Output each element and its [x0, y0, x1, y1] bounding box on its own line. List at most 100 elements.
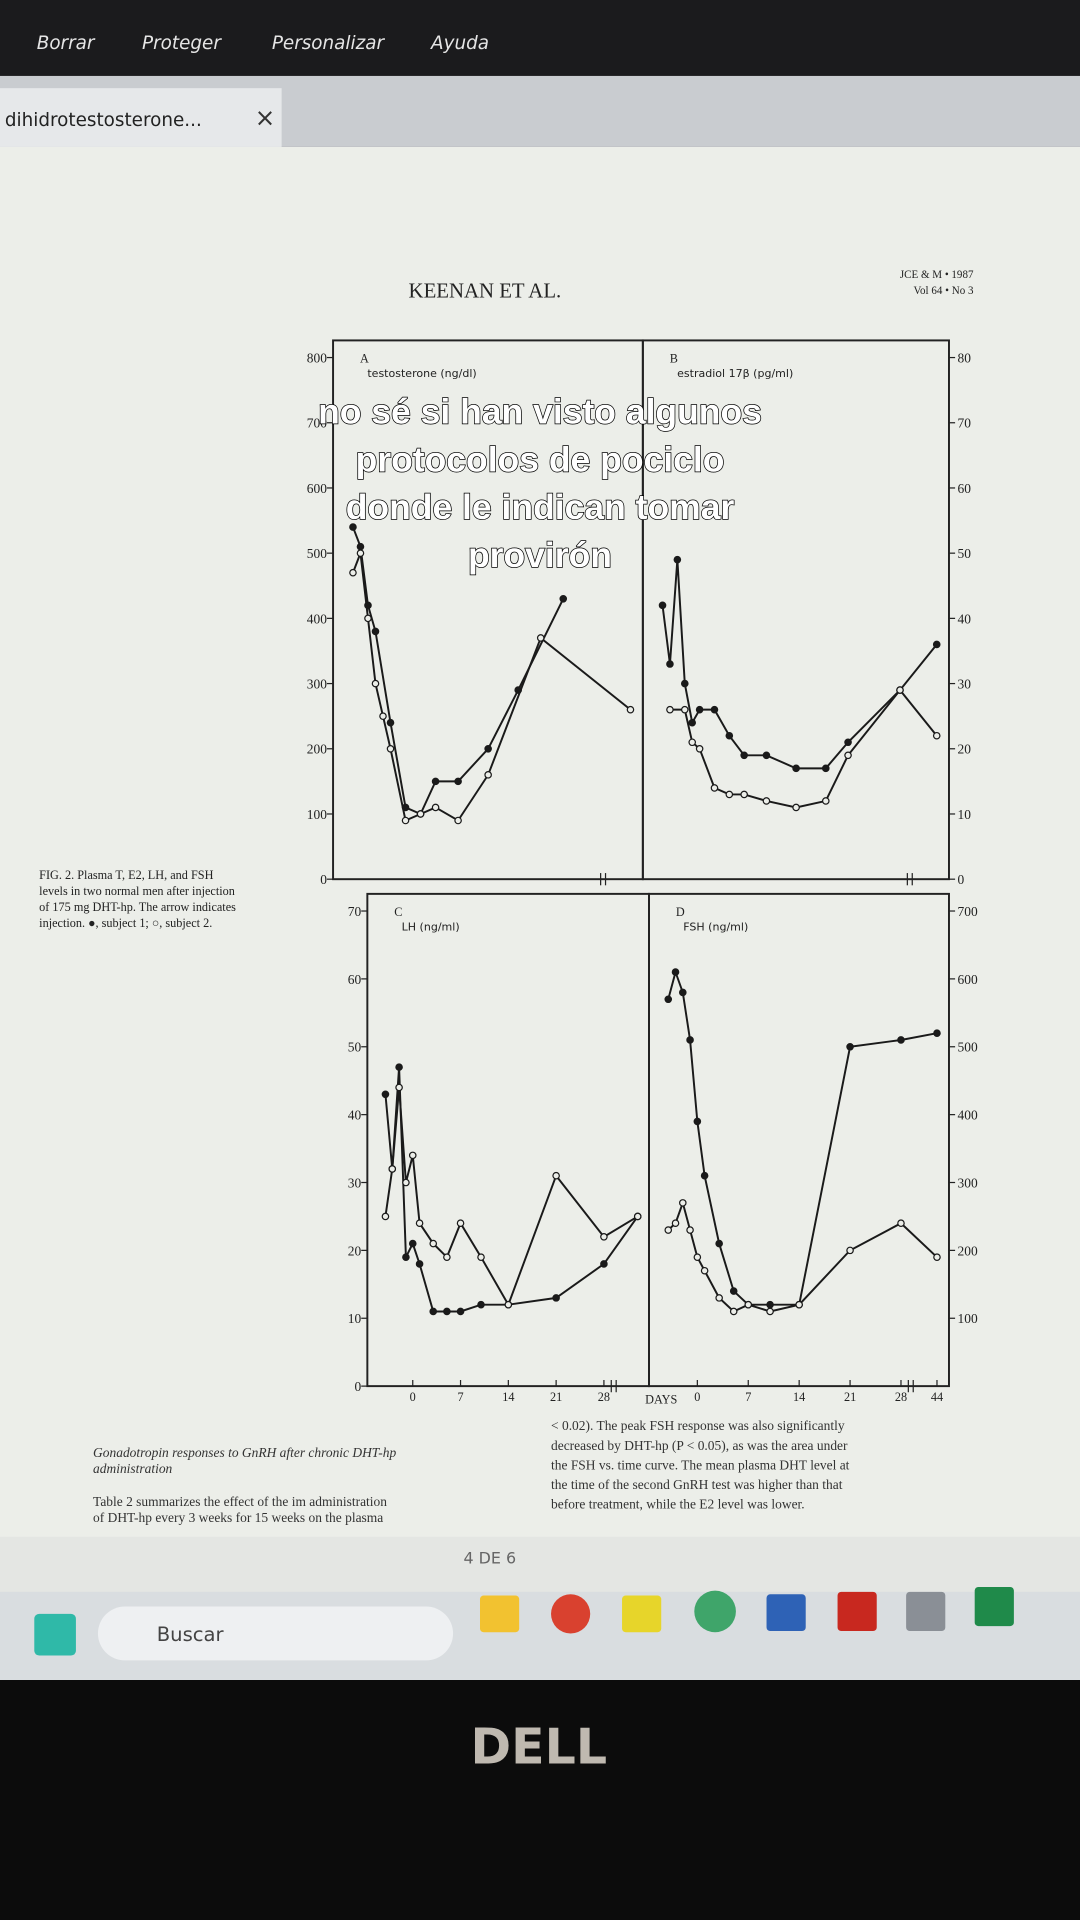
data-point: [664, 995, 673, 1004]
data-point: [688, 738, 697, 747]
x-tick-label: 28: [895, 1390, 907, 1404]
y-tick-label: 10: [958, 807, 972, 822]
data-point: [658, 601, 667, 610]
data-point: [431, 777, 440, 786]
data-point: [408, 1239, 417, 1248]
x-tick-label: 44: [931, 1390, 943, 1404]
data-point: [680, 705, 689, 714]
app-icon[interactable]: [766, 1594, 806, 1632]
data-point: [402, 1178, 410, 1187]
data-point: [725, 790, 734, 799]
data-point: [504, 1300, 513, 1309]
text-line: Gonadotropin responses to GnRH after chr…: [93, 1445, 396, 1460]
document-page: [0, 146, 1080, 1592]
text-line: of DHT-hp every 3 weeks for 15 weeks on …: [93, 1510, 383, 1525]
data-point: [395, 1063, 403, 1071]
y-tick-label: 600: [958, 972, 978, 987]
data-point: [846, 1246, 854, 1255]
app-icon[interactable]: [694, 1590, 736, 1633]
panel-frame: [641, 339, 950, 881]
x-tick-label: 21: [550, 1390, 562, 1404]
x-tick-label: 7: [745, 1390, 751, 1404]
y-tick-label: 30: [958, 676, 972, 691]
data-point: [729, 1307, 738, 1316]
data-point: [415, 1219, 424, 1228]
app-icon[interactable]: [622, 1595, 662, 1633]
y-tick-label: 10: [348, 1311, 362, 1326]
monitor-bezel: [0, 1680, 1080, 1920]
y-tick-label: 20: [348, 1243, 362, 1258]
caption-line: levels in two normal men after injection: [39, 884, 235, 898]
y-tick-label: 700: [307, 416, 327, 431]
data-point: [766, 1300, 774, 1309]
data-point: [600, 1260, 608, 1268]
menu-item[interactable]: Ayuda: [430, 33, 489, 54]
text-line: the time of the second GnRH test was hig…: [551, 1477, 843, 1492]
app-icon[interactable]: [837, 1591, 877, 1632]
data-point: [795, 1300, 803, 1309]
data-point: [710, 705, 719, 714]
y-tick-label: 70: [348, 904, 362, 919]
data-point: [415, 1260, 424, 1268]
data-point: [356, 542, 365, 551]
menu-item[interactable]: Personalizar: [272, 33, 386, 54]
text-line: the FSH vs. time curve. The mean plasma …: [551, 1457, 850, 1472]
app-icon[interactable]: [551, 1594, 591, 1634]
search-placeholder[interactable]: Buscar: [157, 1623, 225, 1646]
y-tick-label: 400: [958, 1108, 978, 1123]
app-icon[interactable]: [974, 1586, 1014, 1627]
data-point: [364, 614, 372, 623]
data-point: [725, 731, 734, 740]
y-tick-label: 500: [958, 1040, 978, 1055]
x-tick-label: 0: [694, 1390, 700, 1404]
data-point: [408, 1151, 417, 1160]
data-point: [932, 640, 941, 649]
x-tick-label: 14: [793, 1390, 805, 1404]
data-point: [821, 797, 830, 805]
y-tick-label: 700: [958, 904, 978, 919]
data-point: [666, 705, 674, 714]
panel-label: A: [360, 351, 369, 365]
data-point: [715, 1294, 723, 1302]
data-point: [897, 1036, 905, 1044]
axis-label: testosterone (ng/dl): [367, 367, 476, 380]
search-box[interactable]: [97, 1606, 454, 1661]
x-tick-label: 14: [502, 1390, 514, 1404]
data-point: [762, 797, 771, 805]
data-point: [844, 751, 852, 760]
app-icon[interactable]: [480, 1595, 520, 1633]
data-point: [371, 679, 380, 688]
page-indicator[interactable]: 4 DE 6: [463, 1549, 516, 1568]
menu-item[interactable]: Proteger: [142, 33, 222, 54]
data-point: [695, 705, 704, 714]
caption-line: injection. ●, subject 1; ○, subject 2.: [39, 916, 212, 930]
y-tick-label: 500: [307, 546, 327, 561]
data-point: [671, 1219, 680, 1228]
start-button[interactable]: [34, 1613, 76, 1656]
tab-title[interactable]: dihidrotestosterone...: [5, 110, 202, 131]
caption-line: FIG. 2. Plasma T, E2, LH, and FSH: [39, 868, 213, 882]
caption-line: protocolos de pociclo: [356, 439, 725, 479]
axis-label: FSH (ng/ml): [683, 921, 748, 934]
y-tick-label: 200: [958, 1243, 978, 1258]
x-tick-label: 0: [410, 1390, 416, 1404]
menu-bar: [0, 0, 1080, 76]
tab[interactable]: [0, 88, 282, 147]
menu-item[interactable]: Borrar: [37, 33, 96, 54]
data-point: [395, 1083, 403, 1092]
tab-close[interactable]: ×: [255, 103, 276, 132]
data-point: [766, 1307, 774, 1316]
app-icon[interactable]: [906, 1591, 946, 1632]
y-tick-label: 0: [958, 872, 965, 887]
panel-label: B: [670, 351, 678, 365]
right-column: < 0.02). The peak FSH response was also …: [551, 1418, 850, 1511]
y-tick-label: 200: [307, 742, 327, 757]
y-tick-label: 800: [307, 350, 327, 365]
series-line: [667, 1199, 938, 1313]
data-point: [932, 731, 941, 740]
text-line: decreased by DHT-hp (P < 0.05), as was t…: [551, 1438, 848, 1453]
data-point: [484, 744, 492, 753]
data-point: [379, 712, 387, 720]
